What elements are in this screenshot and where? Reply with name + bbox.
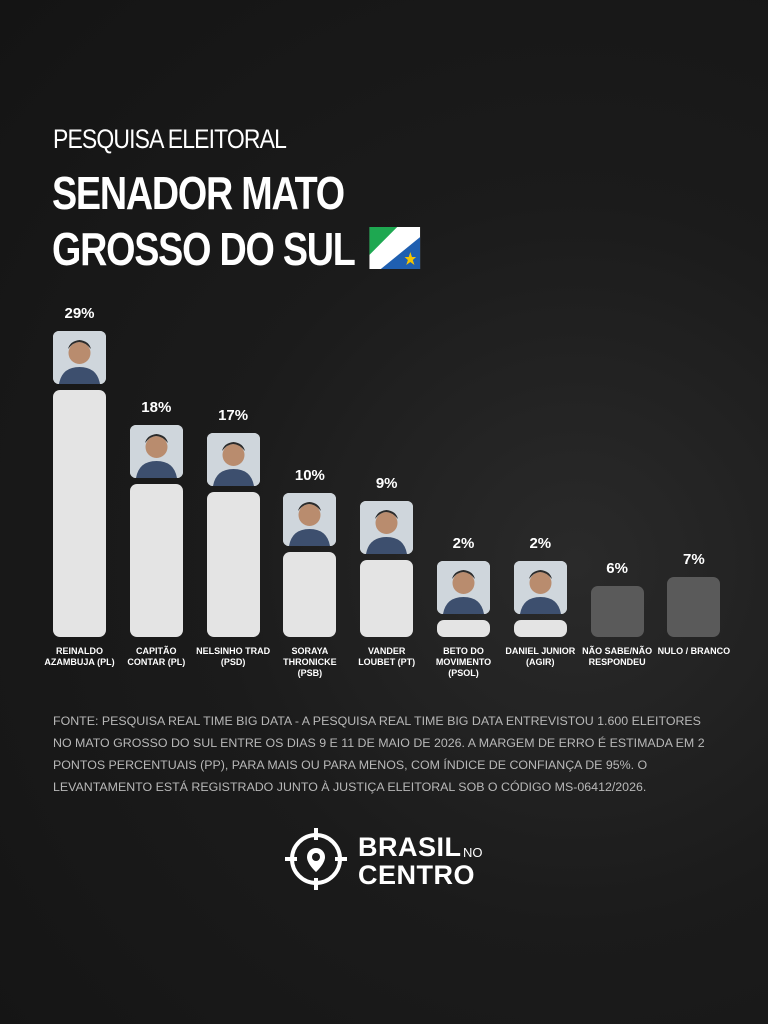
title-text: SENADOR MATO GROSSO DO SUL	[52, 167, 355, 275]
avatar	[53, 331, 106, 384]
bar	[129, 483, 183, 637]
candidate-photo	[360, 501, 414, 555]
category-label: CAPITÃO CONTAR (PL)	[127, 646, 186, 667]
category-label: NELSINHO TRAD (PSD)	[196, 646, 271, 667]
value-label: 2%	[452, 534, 475, 552]
value-label: 6%	[606, 559, 628, 577]
category-label: BETO DO MOVIMENTO (PSOL)	[435, 646, 492, 678]
bar	[53, 390, 106, 637]
category-label: NULO / BRANCO	[657, 646, 731, 656]
value-label: 17%	[218, 407, 249, 425]
value-label: 29%	[64, 305, 95, 322]
chart: 29% REINALDO AZAMBUJA (PL) 18% CAPITÃO CONT…	[44, 305, 731, 678]
bar	[590, 585, 644, 637]
bar	[206, 492, 260, 637]
value-label: 10%	[294, 466, 325, 484]
logo-small: NO	[463, 845, 483, 860]
category-label: REINALDO AZAMBUJA (PL)	[44, 646, 115, 667]
avatar	[129, 424, 183, 478]
category-label: NÃO SABE/NÃO RESPONDEU	[582, 646, 653, 667]
avatar	[513, 560, 567, 614]
category-label: SORAYA THRONICKE (PSB)	[283, 646, 337, 678]
avatar	[283, 492, 337, 546]
flag	[369, 227, 421, 269]
bar	[667, 577, 721, 637]
category-label: DANIEL JUNIOR (AGIR)	[505, 646, 576, 667]
value-label: 7%	[683, 551, 705, 569]
bar	[513, 619, 567, 637]
bar	[283, 551, 337, 637]
value-label: 2%	[529, 534, 552, 552]
avatar	[437, 560, 490, 614]
avatar	[206, 433, 260, 487]
value-label: 9%	[375, 475, 398, 493]
logo-line2: CENTRO	[358, 860, 475, 890]
candidate-photo	[129, 424, 183, 478]
bar	[360, 560, 414, 637]
logo-line1: BRASIL	[358, 832, 462, 862]
candidate-photo	[513, 560, 567, 614]
candidate-photo	[206, 433, 260, 487]
candidate-photo	[283, 492, 337, 546]
candidate-photo	[437, 560, 490, 614]
bar	[437, 619, 490, 637]
candidate-photo	[53, 331, 106, 384]
category-label: VANDER LOUBET (PT)	[358, 646, 416, 667]
title: SENADOR MATO GROSSO DO SUL	[52, 165, 511, 277]
value-label: 18%	[141, 398, 172, 416]
logo: BRASIL NO CENTRO	[283, 826, 503, 896]
avatar	[360, 501, 414, 555]
logo-icon	[285, 828, 347, 890]
kicker: PESQUISA ELEITORAL	[53, 124, 287, 154]
source-note: FONTE: PESQUISA REAL TIME BIG DATA - A P…	[53, 714, 705, 794]
